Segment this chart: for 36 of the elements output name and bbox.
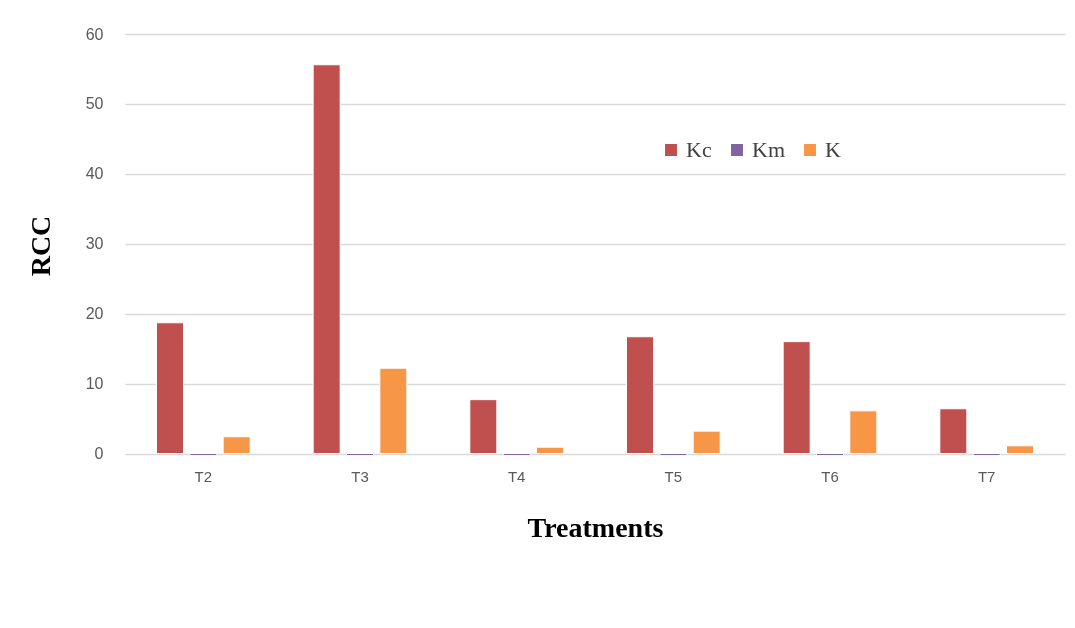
y-tick-label: 0	[94, 445, 104, 462]
y-tick-label: 20	[85, 305, 104, 323]
bar	[189, 453, 218, 457]
bar	[469, 399, 498, 454]
bar	[849, 410, 878, 454]
legend-label: Km	[752, 137, 785, 162]
bar	[939, 408, 968, 454]
bar	[536, 446, 564, 454]
x-axis-title: Treatments	[527, 511, 664, 543]
legend-label: Kc	[686, 137, 712, 162]
x-tick-label: T2	[194, 467, 213, 485]
bar	[692, 430, 721, 454]
bar	[379, 367, 408, 454]
y-tick-label: 10	[85, 375, 104, 393]
y-tick-label: 60	[85, 25, 104, 43]
x-tick-label: T7	[977, 467, 996, 485]
bar	[782, 341, 811, 454]
bar	[222, 436, 251, 454]
bar	[626, 336, 654, 454]
legend-label: K	[825, 137, 841, 162]
y-tick-label: 50	[85, 95, 104, 113]
bar	[502, 453, 531, 457]
bar	[346, 453, 374, 457]
y-tick-label: 30	[85, 235, 104, 253]
bar	[816, 453, 844, 457]
x-tick-label: T6	[821, 467, 839, 485]
x-tick-label: T3	[351, 467, 369, 485]
y-axis-title: RCC	[24, 215, 56, 277]
x-tick-label: T5	[664, 467, 683, 485]
y-tick-label: 40	[85, 165, 104, 183]
bar	[659, 453, 688, 457]
bar	[972, 453, 1001, 457]
x-tick-label: T4	[507, 467, 526, 485]
bar	[1006, 445, 1034, 454]
bar	[312, 64, 341, 454]
bar	[156, 322, 184, 454]
